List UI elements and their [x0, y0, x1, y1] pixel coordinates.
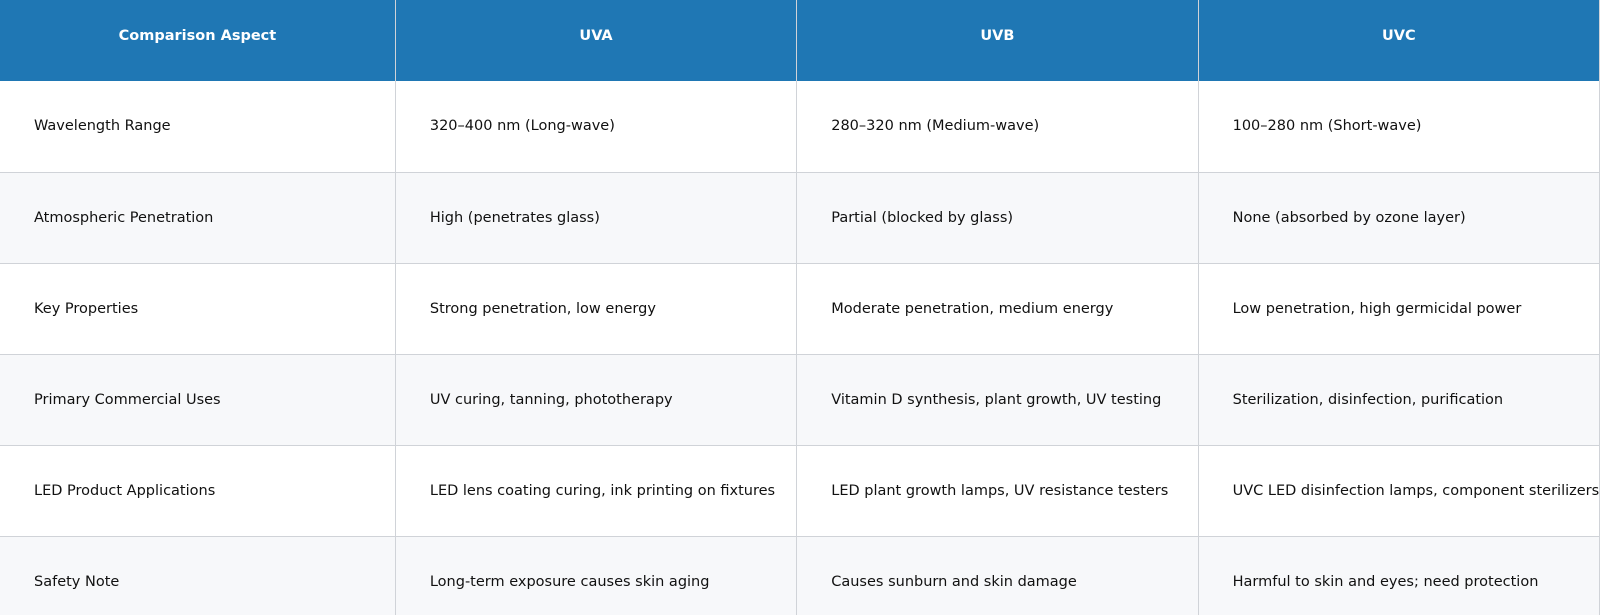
row-label: Key Properties: [0, 263, 396, 355]
table-cell: None (absorbed by ozone layer): [1197, 172, 1600, 264]
table-cell: Moderate penetration, medium energy: [796, 263, 1199, 355]
table-cell: High (penetrates glass): [394, 172, 798, 264]
table-cell: Vitamin D synthesis, plant growth, UV te…: [796, 354, 1199, 446]
table-cell: Long-term exposure causes skin aging: [394, 536, 798, 615]
table-cell: UV curing, tanning, phototherapy: [394, 354, 798, 446]
header-cell: Comparison Aspect: [0, 0, 396, 81]
table-cell: LED plant growth lamps, UV resistance te…: [796, 445, 1199, 537]
table-cell: Strong penetration, low energy: [394, 263, 798, 355]
table-cell: Harmful to skin and eyes; need protectio…: [1197, 536, 1600, 615]
row-label: Atmospheric Penetration: [0, 172, 396, 264]
table-row: LED Product Applications LED lens coating…: [0, 445, 1600, 537]
table-row: Wavelength Range 320–400 nm (Long-wave) 28…: [0, 81, 1600, 173]
table-row: Atmospheric Penetration High (penetrates …: [0, 172, 1600, 264]
row-label: LED Product Applications: [0, 445, 396, 537]
header-cell: UVB: [796, 0, 1199, 81]
table-cell: Low penetration, high germicidal power: [1197, 263, 1600, 355]
table-row: Key Properties Strong penetration, low en…: [0, 263, 1600, 355]
table-row: Primary Commercial Uses UV curing, tannin…: [0, 354, 1600, 446]
header-row: Comparison Aspect UVA UVB UVC: [0, 0, 1600, 81]
table-cell: Sterilization, disinfection, purificatio…: [1197, 354, 1600, 446]
table-cell: Causes sunburn and skin damage: [796, 536, 1199, 615]
header-cell: UVC: [1198, 0, 1600, 81]
row-label: Safety Note: [0, 536, 396, 615]
table-cell: 280–320 nm (Medium-wave): [796, 81, 1199, 173]
table-cell: Partial (blocked by glass): [796, 172, 1199, 264]
table-row: Safety Note Long-term exposure causes ski…: [0, 536, 1600, 615]
row-label: Wavelength Range: [0, 81, 396, 173]
table-cell: UVC LED disinfection lamps, component st…: [1197, 445, 1600, 537]
table-cell: LED lens coating curing, ink printing on…: [394, 445, 798, 537]
header-cell: UVA: [395, 0, 798, 81]
row-label: Primary Commercial Uses: [0, 354, 396, 446]
table-cell: 320–400 nm (Long-wave): [394, 81, 798, 173]
table-cell: 100–280 nm (Short-wave): [1197, 81, 1600, 173]
